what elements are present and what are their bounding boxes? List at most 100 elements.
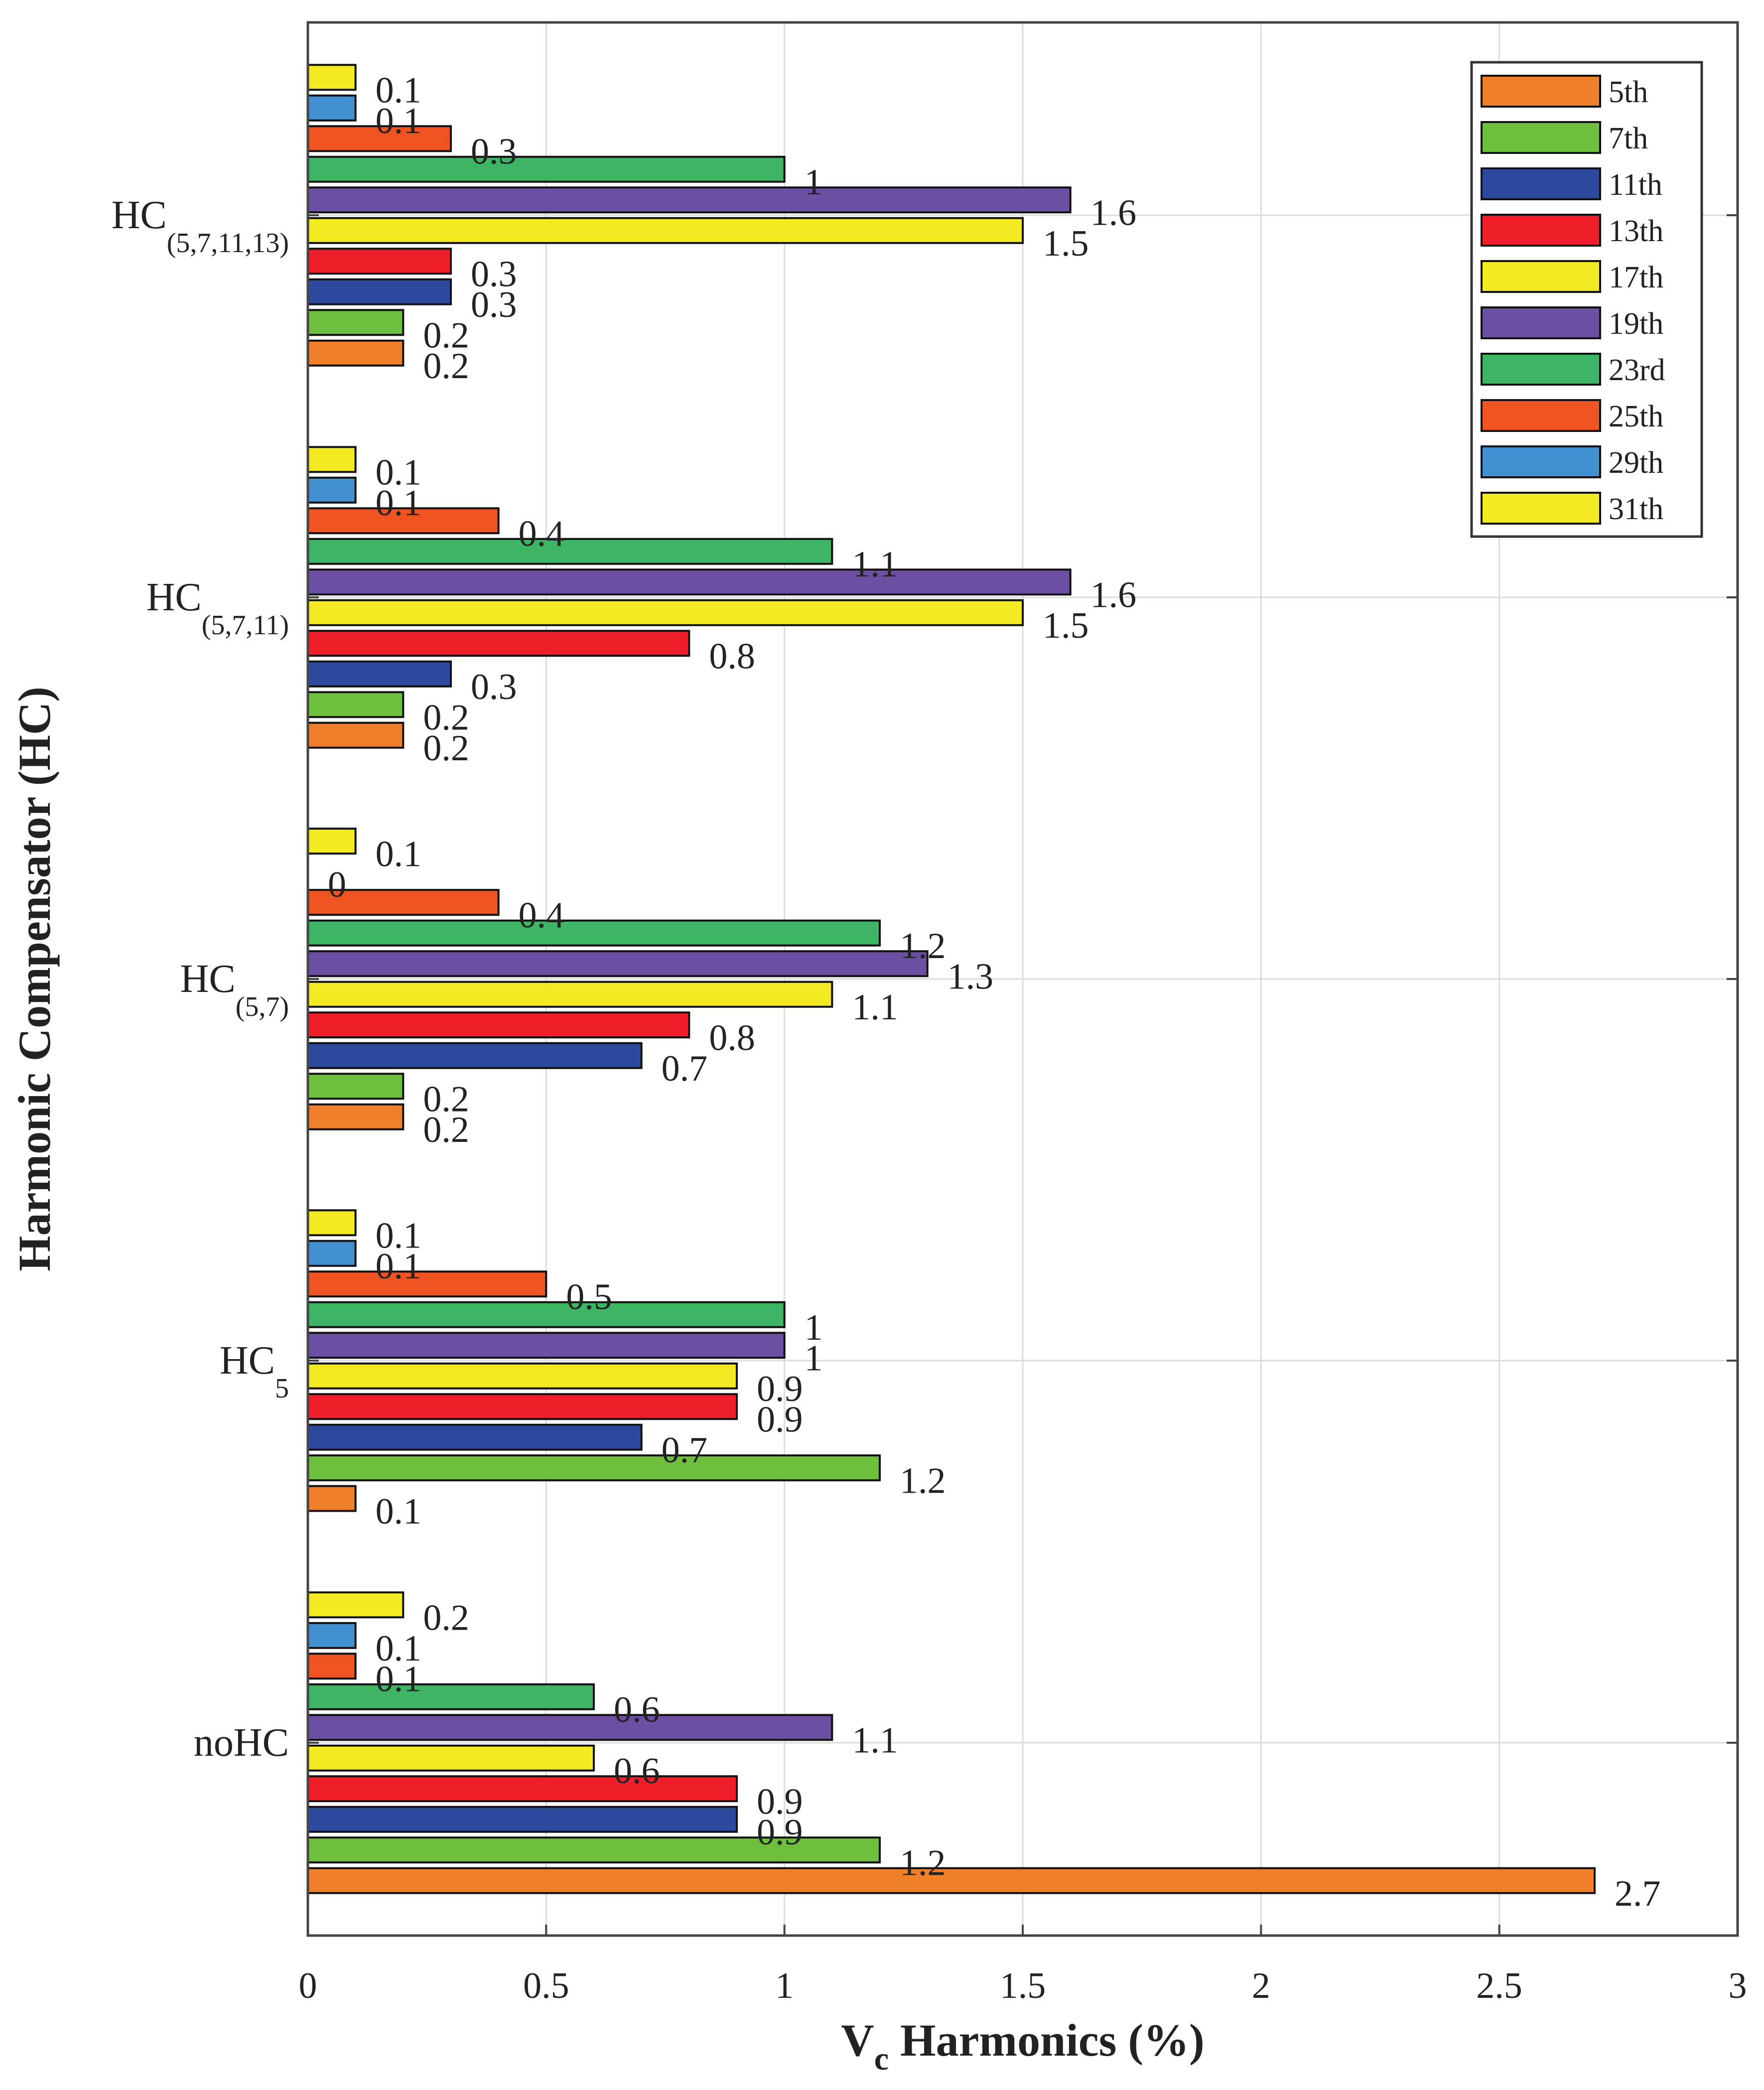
x-tick-label: 0 bbox=[299, 1965, 317, 2006]
legend-entry-label: 31th bbox=[1609, 492, 1663, 526]
bar-7th-3 bbox=[307, 691, 405, 718]
bar-31th-3 bbox=[307, 446, 357, 473]
bar-value-label: 0.3 bbox=[471, 254, 517, 294]
bar-5th-2 bbox=[307, 1103, 405, 1130]
bar-13th-0 bbox=[307, 1775, 738, 1803]
legend-swatch bbox=[1481, 492, 1601, 525]
bars bbox=[307, 64, 1596, 1894]
bar-17th-3 bbox=[307, 599, 1024, 626]
bar-value-label: 0.5 bbox=[566, 1276, 612, 1317]
bar-value-label: 0.2 bbox=[423, 315, 469, 356]
x-tick-label: 1 bbox=[775, 1965, 794, 2006]
x-tick-label: 2.5 bbox=[1476, 1965, 1522, 2006]
bar-value-label: 2.7 bbox=[1615, 1873, 1661, 1914]
bar-31th-0 bbox=[307, 1591, 405, 1619]
bar-17th-4 bbox=[307, 217, 1024, 244]
axis-ticks: 0 0.5 1 1.5 2 2.5 3 bbox=[299, 214, 1747, 2006]
bar-19th-1 bbox=[307, 1332, 786, 1359]
bar-value-label: 0.2 bbox=[423, 697, 469, 738]
x-axis-title-main: V bbox=[841, 2015, 874, 2066]
bar-11th-1 bbox=[307, 1423, 643, 1451]
bar-17th-2 bbox=[307, 980, 833, 1008]
bar-31th-2 bbox=[307, 828, 357, 855]
legend-entry-label: 23rd bbox=[1609, 353, 1665, 387]
bar-value-label: 0.1 bbox=[376, 1215, 422, 1256]
legend-entry-label: 29th bbox=[1609, 446, 1663, 480]
y-axis-title: Harmonic Compensator (HC) bbox=[9, 687, 60, 1271]
legend-swatch bbox=[1481, 399, 1601, 432]
bar-value-label: 0.2 bbox=[423, 1110, 469, 1150]
legend-swatch bbox=[1481, 75, 1601, 108]
bar-23rd-4 bbox=[307, 155, 786, 183]
bar-5th-3 bbox=[307, 721, 405, 749]
bar-value-label: 0.2 bbox=[423, 346, 469, 387]
legend-swatch bbox=[1481, 260, 1601, 293]
bar-13th-2 bbox=[307, 1011, 690, 1039]
legend-entry-label: 11th bbox=[1609, 168, 1662, 202]
bar-value-label: 0.7 bbox=[662, 1430, 708, 1471]
category-label: HC(5,7,11,13) bbox=[112, 193, 289, 259]
bar-17th-1 bbox=[307, 1362, 738, 1390]
bar-value-label: 0.9 bbox=[757, 1781, 803, 1822]
bar-25th-4 bbox=[307, 125, 452, 152]
bar-5th-1 bbox=[307, 1485, 357, 1512]
bar-7th-2 bbox=[307, 1073, 405, 1100]
bar-value-label: 1.5 bbox=[1043, 223, 1089, 264]
bar-5th-0 bbox=[307, 1867, 1596, 1894]
bar-value-label: 1 bbox=[805, 1307, 823, 1348]
bar-value-label: 1.2 bbox=[900, 1460, 946, 1501]
bar-19th-4 bbox=[307, 186, 1072, 214]
bar-value-label: 1.1 bbox=[852, 544, 898, 585]
bar-11th-3 bbox=[307, 660, 452, 688]
bar-value-label: 0.1 bbox=[376, 1628, 422, 1669]
bar-value-label: 0.9 bbox=[757, 1369, 803, 1409]
bar-value-label: 0.3 bbox=[471, 667, 517, 707]
x-tick-label: 0.5 bbox=[523, 1965, 569, 2006]
x-axis-title-subscript: c bbox=[874, 2041, 889, 2077]
bar-23rd-1 bbox=[307, 1301, 786, 1328]
category-label: HC(5,7,11) bbox=[146, 575, 289, 641]
bar-value-label: 0.2 bbox=[423, 1079, 469, 1119]
bar-25th-2 bbox=[307, 889, 500, 916]
bar-value-label: 0.1 bbox=[376, 452, 422, 493]
bar-value-label: 1.1 bbox=[852, 1720, 898, 1761]
category-label: HC5 bbox=[220, 1339, 289, 1404]
bar-value-label: 1.5 bbox=[1043, 605, 1089, 646]
bar-value-label: 0.2 bbox=[423, 1597, 469, 1638]
bar-7th-4 bbox=[307, 309, 405, 336]
bar-23rd-0 bbox=[307, 1683, 595, 1710]
bar-13th-4 bbox=[307, 248, 452, 275]
bar-value-label: 0.8 bbox=[709, 1017, 755, 1058]
bar-23rd-2 bbox=[307, 919, 881, 947]
bar-19th-2 bbox=[307, 950, 929, 977]
bar-value-label: 0.9 bbox=[757, 1399, 803, 1440]
data-labels: 2.71.20.90.90.61.10.60.10.10.20.11.20.70… bbox=[328, 70, 1661, 1914]
legend-entry-label: 17th bbox=[1609, 261, 1663, 294]
bar-value-label: 0.7 bbox=[662, 1048, 708, 1089]
bar-19th-0 bbox=[307, 1714, 833, 1741]
bar-value-label: 1.6 bbox=[1090, 192, 1137, 233]
bar-value-label: 0.6 bbox=[614, 1689, 660, 1730]
bar-value-label: 1.2 bbox=[900, 1842, 946, 1883]
bar-value-label: 1.1 bbox=[852, 987, 898, 1028]
bar-value-label: 0.6 bbox=[614, 1751, 660, 1792]
bar-value-label: 0.1 bbox=[376, 70, 422, 111]
bar-value-label: 0.1 bbox=[376, 1659, 422, 1699]
category-label: noHC bbox=[194, 1721, 289, 1765]
legend-swatch bbox=[1481, 121, 1601, 154]
category-labels: noHC HC5 HC(5,7) HC(5,7,11) HC(5,7,11,13) bbox=[112, 193, 289, 1765]
x-tick-label: 2 bbox=[1252, 1965, 1270, 2006]
bar-7th-1 bbox=[307, 1454, 881, 1482]
bar-23rd-3 bbox=[307, 538, 833, 565]
legend-entry-label: 25th bbox=[1609, 400, 1663, 433]
legend-swatch bbox=[1481, 445, 1601, 478]
bar-value-label: 1.3 bbox=[948, 956, 994, 997]
legend-entry-label: 5th bbox=[1609, 75, 1648, 109]
bar-29th-3 bbox=[307, 476, 357, 504]
bar-value-label: 1.2 bbox=[900, 926, 946, 967]
bar-value-label: 0.9 bbox=[757, 1812, 803, 1853]
bar-value-label: 0.3 bbox=[471, 284, 517, 325]
x-axis-title: Vc Harmonics (%) bbox=[841, 2015, 1204, 2077]
bar-29th-1 bbox=[307, 1240, 357, 1267]
